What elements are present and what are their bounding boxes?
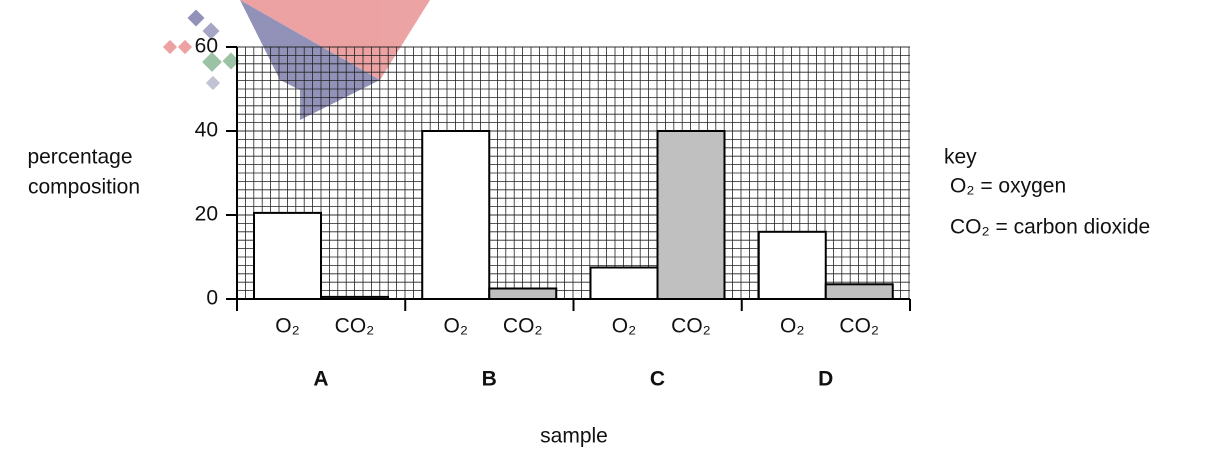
bar bbox=[422, 131, 489, 299]
category-label: C bbox=[650, 368, 665, 391]
category-label: B bbox=[482, 368, 497, 391]
bar bbox=[826, 284, 893, 299]
x-tick-label: CO₂ bbox=[839, 315, 879, 338]
category-label: A bbox=[313, 368, 328, 391]
x-axis-label: sample bbox=[540, 425, 608, 448]
legend-title: key bbox=[944, 146, 977, 169]
bar bbox=[759, 232, 826, 299]
bar bbox=[658, 131, 725, 299]
x-tick-label: CO₂ bbox=[503, 315, 543, 338]
watermark bbox=[163, 0, 430, 120]
category-label: D bbox=[818, 368, 833, 391]
y-tick-label: 40 bbox=[195, 119, 218, 142]
bar bbox=[254, 213, 321, 299]
y-tick-label: 60 bbox=[195, 35, 218, 58]
y-axis-label: percentage bbox=[27, 146, 132, 169]
bar bbox=[321, 297, 388, 299]
y-tick-label: 20 bbox=[195, 203, 218, 226]
x-tick-label: CO₂ bbox=[335, 315, 375, 338]
bar bbox=[489, 289, 556, 300]
x-tick-label: O₂ bbox=[444, 315, 469, 338]
x-tick-label: O₂ bbox=[780, 315, 805, 338]
legend-entry: CO₂ = carbon dioxide bbox=[950, 216, 1150, 239]
legend-entry: O₂ = oxygen bbox=[950, 175, 1066, 198]
chart: percentage composition sample key O₂ = o… bbox=[0, 0, 1212, 450]
y-axis-label: composition bbox=[28, 176, 140, 199]
x-tick-label: O₂ bbox=[612, 315, 637, 338]
x-tick-label: O₂ bbox=[275, 315, 300, 338]
bar bbox=[591, 268, 658, 300]
y-tick-label: 0 bbox=[206, 287, 218, 310]
x-tick-label: CO₂ bbox=[671, 315, 711, 338]
